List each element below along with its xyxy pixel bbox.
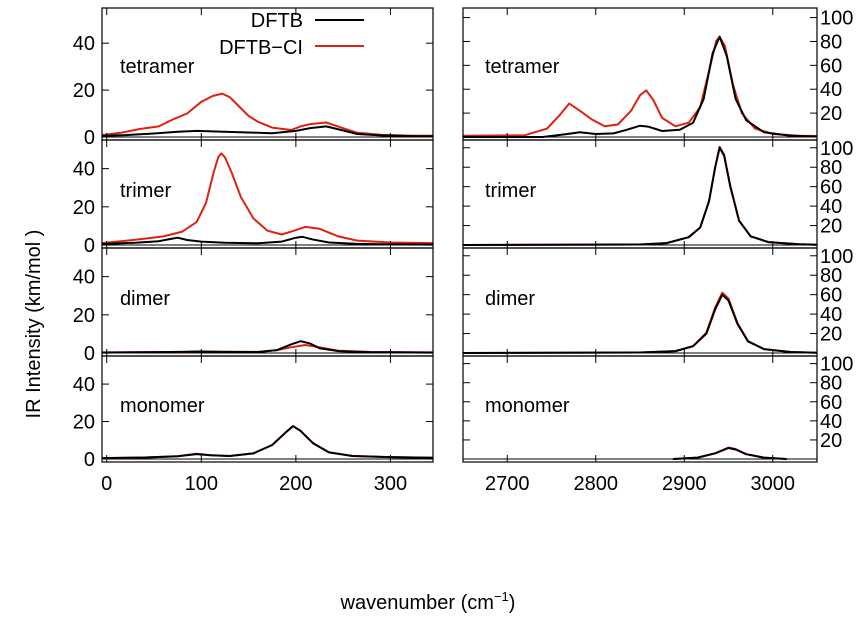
x-tick-label: 100 [185, 473, 218, 495]
x-tick-label: 2800 [574, 473, 619, 495]
y-tick-label: 40 [820, 411, 842, 433]
series-line-dftb [102, 125, 433, 138]
panel-label-trimer: trimer [120, 180, 171, 202]
panel-trimer-left: trimer [102, 152, 433, 246]
frame-left-3 [101, 355, 434, 463]
y-tick-label: 60 [820, 177, 842, 199]
panel-trimer-right: trimer [463, 145, 817, 246]
panel-dimer-right: dimer [463, 288, 817, 354]
series-line-dftb [102, 235, 433, 246]
series-line-dftb-ci [102, 92, 433, 137]
panel-label-monomer: monomer [120, 395, 205, 417]
x-axis-label: wavenumber (cm−1) [340, 589, 516, 614]
panel-tetramer-left: tetramer [102, 56, 433, 138]
panel-tetramer-right: tetramer [463, 35, 817, 138]
y-tick-label: 60 [820, 392, 842, 414]
y-tick-label: 60 [820, 285, 842, 307]
panel-monomer-left: monomer [102, 395, 433, 460]
series-line-dftb [672, 447, 787, 460]
y-tick-label: 80 [820, 265, 842, 287]
y-tick-label: 20 [820, 216, 842, 238]
y-tick-label: 40 [73, 33, 95, 55]
y-tick-label: 80 [820, 157, 842, 179]
axis-ticks: 0204002040020400204020406080100204060801… [73, 8, 854, 495]
x-tick-label: 300 [374, 473, 407, 495]
y-tick-label: 80 [820, 31, 842, 53]
y-tick-label: 40 [73, 159, 95, 181]
panel-label-dimer: dimer [485, 288, 535, 310]
y-tick-label: 20 [73, 197, 95, 219]
x-axis-label-main: wavenumber (cm [340, 592, 494, 614]
y-tick-label: 20 [820, 430, 842, 452]
y-tick-label: 20 [820, 103, 842, 125]
x-tick-label: 2700 [485, 473, 530, 495]
x-tick-label: 200 [279, 473, 312, 495]
y-tick-label: 100 [820, 138, 853, 160]
legend: DFTB DFTB−CI [219, 10, 364, 59]
y-tick-label: 40 [820, 79, 842, 101]
panels: tetramer tetramer trimer trimer dimer dimer mo… [102, 35, 817, 460]
legend-label-dftb-ci: DFTB−CI [219, 37, 303, 59]
series-line-dftb-ci [102, 152, 433, 245]
panel-dimer-left: dimer [102, 288, 433, 354]
y-tick-label: 40 [73, 374, 95, 396]
series-line-dftb [463, 35, 817, 138]
series-line-dftb [102, 425, 433, 460]
series-line-dftb [463, 146, 817, 246]
x-tick-label: 3000 [751, 473, 796, 495]
x-axis-label-superscript: −1 [494, 589, 509, 604]
y-tick-label: 80 [820, 373, 842, 395]
y-tick-label: 20 [73, 80, 95, 102]
y-tick-label: 20 [73, 305, 95, 327]
y-tick-label: 0 [84, 343, 95, 365]
y-tick-label: 0 [84, 235, 95, 257]
panel-label-trimer: trimer [485, 180, 536, 202]
y-axis-label: IR Intensity (km/mol ) [23, 230, 45, 419]
panel-label-tetramer: tetramer [120, 56, 195, 78]
panel-monomer-right: monomer [463, 395, 817, 460]
frame-right-3 [462, 355, 818, 463]
legend-label-dftb: DFTB [251, 10, 303, 32]
y-tick-label: 100 [820, 246, 853, 268]
y-tick-label: 40 [73, 267, 95, 289]
x-tick-label: 2900 [662, 473, 707, 495]
y-tick-label: 20 [73, 412, 95, 434]
y-tick-label: 60 [820, 55, 842, 77]
x-tick-label: 0 [101, 473, 112, 495]
y-tick-label: 100 [820, 354, 853, 376]
series-line-dftb [463, 293, 817, 354]
y-tick-label: 40 [820, 304, 842, 326]
y-tick-label: 0 [84, 127, 95, 149]
panel-label-dimer: dimer [120, 288, 170, 310]
series-line-dftb [102, 340, 433, 354]
panel-label-monomer: monomer [485, 395, 570, 417]
y-tick-label: 0 [84, 449, 95, 471]
y-tick-label: 20 [820, 324, 842, 346]
y-tick-label: 40 [820, 196, 842, 218]
panel-label-tetramer: tetramer [485, 56, 560, 78]
panel-frames [101, 7, 818, 463]
x-axis-label-close: ) [509, 592, 516, 614]
y-tick-label: 100 [820, 8, 853, 30]
